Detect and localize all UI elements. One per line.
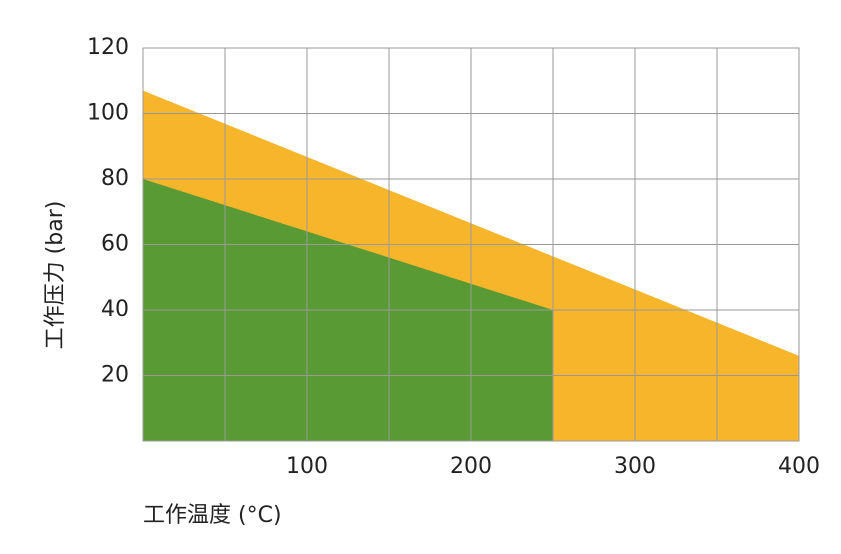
x-tick-label: 200: [450, 454, 492, 479]
x-axis-label: 工作温度 (°C): [143, 503, 282, 528]
y-tick-label: 40: [101, 297, 129, 322]
y-tick-label: 120: [87, 35, 129, 60]
y-tick-label: 60: [101, 232, 129, 257]
x-tick-label: 400: [778, 454, 820, 479]
x-tick-label: 100: [286, 454, 328, 479]
plot-frame: [142, 47, 800, 442]
y-axis-label: 工作压力 (bar): [43, 201, 68, 350]
y-tick-label: 80: [101, 166, 129, 191]
y-tick-label: 20: [101, 363, 129, 388]
y-tick-label: 100: [87, 101, 129, 126]
x-tick-label: 300: [614, 454, 656, 479]
